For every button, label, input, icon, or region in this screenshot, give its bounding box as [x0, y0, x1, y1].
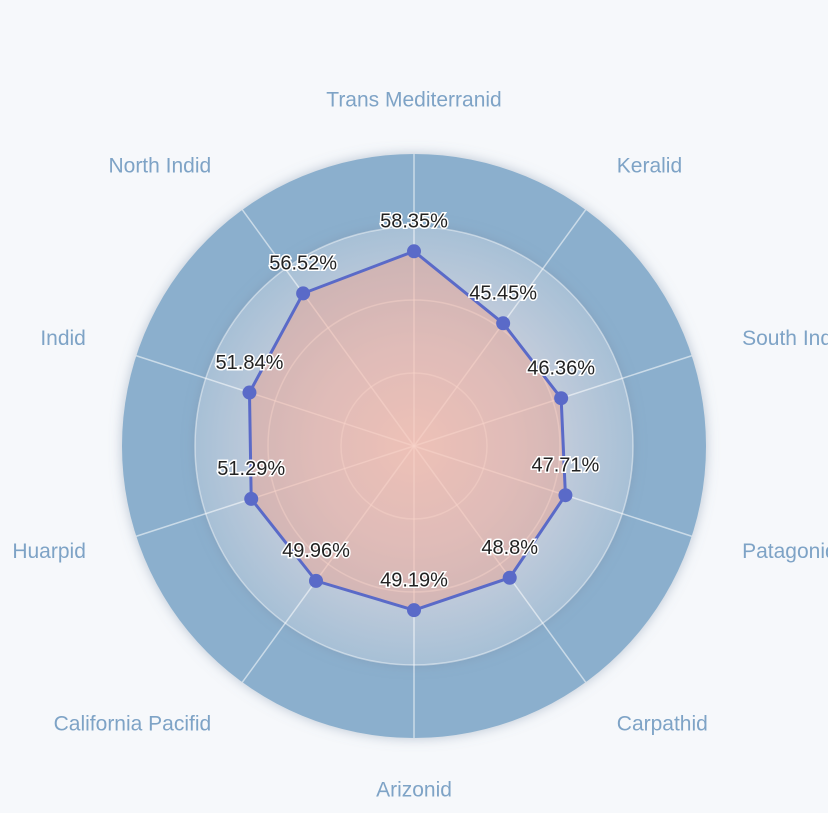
- data-point: [496, 316, 511, 331]
- value-label: 48.8%: [481, 537, 538, 559]
- value-label: 49.96%: [282, 540, 350, 562]
- axis-label: South Indid: [742, 327, 828, 350]
- axis-label: Indid: [40, 327, 86, 350]
- spoke: [241, 209, 415, 447]
- axis-label: Carpathid: [617, 713, 708, 736]
- data-point: [558, 488, 573, 503]
- value-label: 49.19%: [380, 569, 448, 591]
- axis-label: Arizonid: [376, 779, 452, 802]
- spoke: [241, 445, 415, 683]
- value-label: 58.35%: [380, 211, 448, 233]
- data-point: [407, 603, 421, 618]
- value-label: 51.29%: [217, 458, 285, 480]
- value-label: 47.71%: [532, 454, 600, 476]
- spoke: [413, 355, 692, 447]
- spoke: [413, 445, 692, 537]
- data-point: [502, 570, 517, 585]
- axis-label: Keralid: [617, 154, 682, 177]
- value-label: 46.36%: [527, 357, 595, 379]
- data-point: [244, 491, 259, 506]
- spoke: [136, 355, 415, 447]
- data-point: [407, 244, 421, 259]
- value-label: 51.84%: [216, 352, 284, 374]
- data-point: [242, 385, 257, 400]
- value-label: 56.52%: [269, 253, 337, 275]
- spoke: [136, 445, 415, 537]
- axis-label: North Indid: [108, 154, 211, 177]
- axis-label: California Pacifid: [54, 713, 212, 736]
- axis-label: Patagonid: [742, 540, 828, 563]
- axis-label: Trans Mediterranid: [326, 89, 501, 112]
- axis-label: Huarpid: [12, 540, 86, 563]
- data-point: [296, 286, 311, 301]
- data-point: [554, 391, 569, 406]
- value-label: 45.45%: [469, 283, 537, 305]
- spoke: [413, 445, 587, 683]
- data-point: [309, 573, 324, 588]
